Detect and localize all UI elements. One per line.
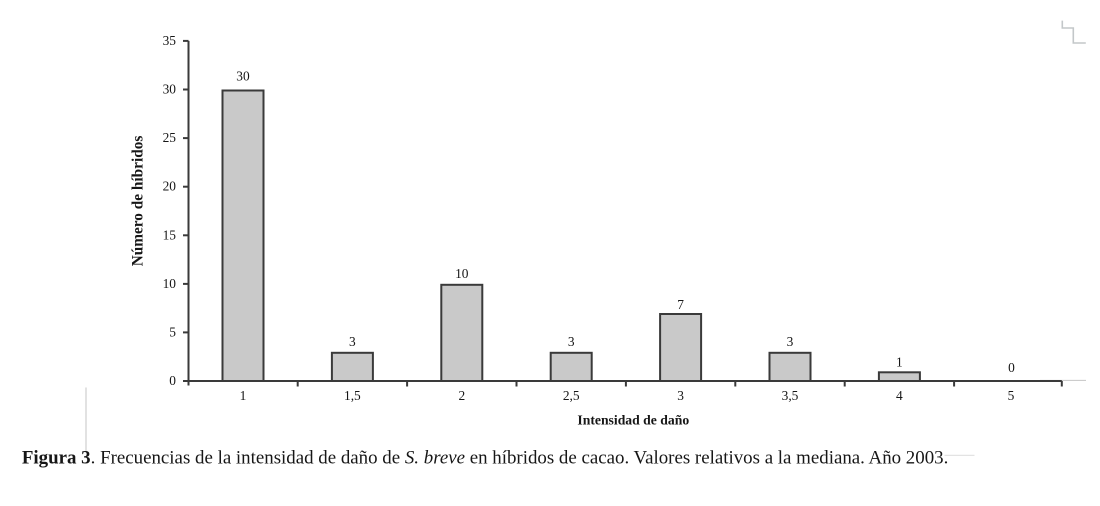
svg-text:2: 2 bbox=[458, 388, 465, 403]
svg-text:10: 10 bbox=[163, 276, 177, 291]
svg-text:35: 35 bbox=[163, 33, 177, 48]
svg-text:3: 3 bbox=[349, 334, 356, 349]
svg-text:Figura 3. Frecuencias de la in: Figura 3. Frecuencias de la intensidad d… bbox=[22, 447, 948, 468]
svg-text:0: 0 bbox=[1008, 360, 1015, 375]
svg-text:15: 15 bbox=[163, 227, 177, 242]
svg-text:25: 25 bbox=[163, 130, 177, 145]
svg-text:5: 5 bbox=[169, 324, 176, 339]
svg-text:4: 4 bbox=[896, 388, 903, 403]
svg-text:7: 7 bbox=[677, 297, 684, 312]
svg-text:1,5: 1,5 bbox=[344, 388, 361, 403]
svg-text:3: 3 bbox=[568, 334, 575, 349]
svg-text:20: 20 bbox=[163, 179, 177, 194]
svg-text:3,5: 3,5 bbox=[782, 388, 799, 403]
svg-text:1: 1 bbox=[240, 388, 247, 403]
svg-text:30: 30 bbox=[163, 82, 177, 97]
svg-text:3: 3 bbox=[677, 388, 684, 403]
svg-text:Número de híbridos: Número de híbridos bbox=[130, 136, 147, 267]
svg-text:0: 0 bbox=[169, 373, 176, 388]
svg-text:5: 5 bbox=[1008, 388, 1015, 403]
svg-text:30: 30 bbox=[236, 69, 250, 84]
svg-text:1: 1 bbox=[896, 354, 903, 369]
svg-text:2,5: 2,5 bbox=[563, 388, 580, 403]
svg-text:3: 3 bbox=[787, 334, 794, 349]
svg-text:Intensidad de daño: Intensidad de daño bbox=[577, 413, 689, 428]
svg-text:10: 10 bbox=[455, 266, 469, 281]
